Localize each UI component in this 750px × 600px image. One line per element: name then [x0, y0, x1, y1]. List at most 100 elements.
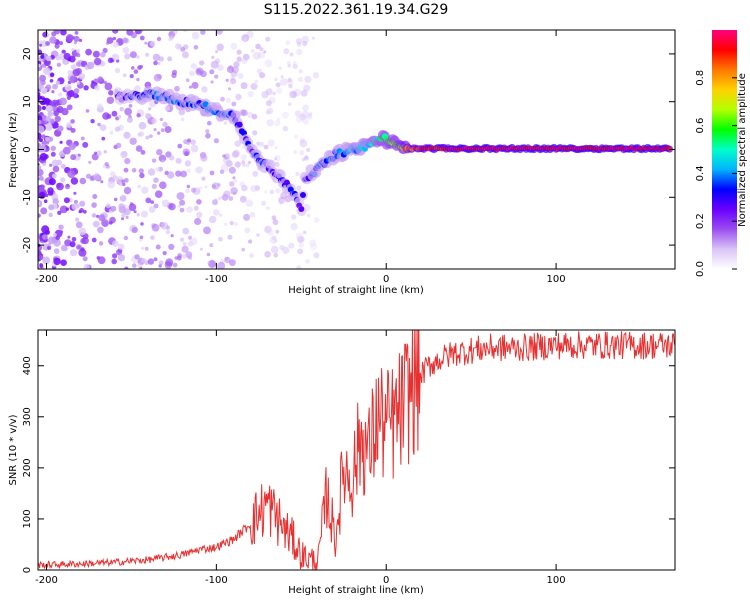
heatmap-noise-cell	[188, 235, 192, 240]
heatmap-noise-cell	[68, 143, 76, 150]
heatmap-noise-cell	[54, 115, 61, 123]
heatmap-noise-cell	[96, 214, 100, 218]
heatmap-noise-cell	[199, 186, 203, 190]
heatmap-noise-cell	[137, 132, 142, 137]
y-tick-label: -10	[22, 189, 33, 205]
heatmap-noise-cell	[236, 56, 242, 62]
heatmap-noise-cell	[264, 59, 273, 68]
heatmap-noise-cell	[112, 175, 118, 180]
heatmap-noise-cell	[38, 199, 43, 208]
heatmap-noise-cell	[73, 35, 80, 42]
heatmap-noise-cell	[157, 62, 161, 65]
heatmap-noise-cell	[166, 225, 171, 230]
heatmap-noise-cell	[43, 199, 48, 203]
heatmap-noise-cell	[117, 254, 126, 262]
heatmap-noise-cell	[82, 256, 88, 262]
heatmap-noise-cell	[97, 103, 103, 109]
heatmap-noise-cell	[190, 63, 197, 70]
heatmap-noise-cell	[167, 56, 173, 62]
heatmap-ridge-cell	[202, 101, 209, 108]
heatmap-noise-cell	[136, 113, 141, 118]
heatmap-noise-cell	[92, 194, 98, 199]
heatmap-noise-cell	[201, 176, 206, 181]
heatmap-noise-cell	[229, 259, 236, 267]
heatmap-noise-cell	[91, 80, 95, 84]
heatmap-noise-cell	[278, 196, 285, 204]
heatmap-noise-cell	[272, 219, 279, 226]
heatmap-noise-cell	[70, 127, 76, 133]
heatmap-noise-cell	[53, 30, 61, 35]
heatmap-noise-cell	[140, 222, 144, 226]
heatmap-noise-cell	[184, 151, 190, 157]
heatmap-noise-cell	[50, 145, 56, 151]
heatmap-noise-cell	[309, 239, 317, 247]
heatmap-noise-cell	[75, 221, 83, 229]
heatmap-noise-cell	[55, 55, 61, 61]
heatmap-noise-cell	[42, 234, 48, 240]
heatmap-noise-cell	[272, 91, 277, 96]
heatmap-noise-cell	[245, 163, 250, 168]
heatmap-noise-cell	[53, 257, 61, 266]
heatmap-noise-cell	[78, 248, 87, 257]
heatmap-noise-cell	[88, 160, 92, 164]
heatmap-noise-cell	[214, 198, 218, 202]
heatmap-noise-cell	[209, 170, 215, 176]
heatmap-noise-cell	[71, 237, 77, 242]
heatmap-noise-cell	[70, 64, 77, 70]
heatmap-noise-cell	[250, 185, 258, 192]
heatmap-noise-cell	[245, 199, 254, 208]
heatmap-noise-cell	[168, 243, 175, 250]
heatmap-noise-cell	[39, 153, 48, 161]
heatmap-noise-cell	[297, 76, 304, 82]
heatmap-noise-cell	[184, 160, 192, 167]
heatmap-noise-cell	[38, 132, 42, 140]
heatmap-noise-cell	[76, 245, 81, 250]
heatmap-noise-cell	[158, 264, 162, 268]
heatmap-noise-cell	[40, 207, 48, 215]
heatmap-noise-cell	[231, 101, 237, 107]
heatmap-noise-cell	[295, 38, 302, 45]
heatmap-noise-cell	[252, 130, 258, 136]
heatmap-noise-cell	[266, 107, 274, 115]
heatmap-noise-cell	[38, 191, 46, 199]
heatmap-noise-cell	[217, 64, 224, 71]
heatmap-noise-cell	[274, 154, 281, 162]
heatmap-noise-cell	[299, 113, 306, 121]
heatmap-noise-cell	[73, 191, 77, 195]
heatmap-noise-cell	[44, 136, 50, 142]
heatmap-noise-cell	[42, 256, 51, 265]
heatmap-noise-cell	[285, 40, 291, 46]
heatmap-noise-cell	[123, 235, 129, 241]
heatmap-noise-cell	[223, 190, 231, 198]
heatmap-noise-cell	[49, 79, 54, 83]
heatmap-noise-cell	[75, 61, 82, 67]
heatmap-noise-cell	[121, 213, 126, 218]
heatmap-noise-cell	[301, 110, 310, 119]
heatmap-noise-cell	[156, 36, 162, 42]
y-tick-label: 100	[22, 509, 33, 528]
heatmap-noise-cell	[312, 72, 320, 79]
heatmap-noise-cell	[281, 111, 289, 119]
x-tick-label: -100	[205, 575, 228, 586]
snr-x-ticks: -200 -100 0 100	[35, 330, 566, 586]
heatmap-noise-cell	[265, 110, 270, 115]
heatmap-noise-cell	[38, 63, 41, 68]
heatmap-noise-cell	[99, 124, 107, 131]
heatmap-noise-cell	[168, 203, 176, 211]
heatmap-noise-cell	[128, 203, 137, 212]
y-tick-label: 0	[22, 567, 33, 573]
heatmap-noise-cell	[204, 185, 208, 189]
heatmap-noise-cell	[195, 166, 203, 174]
heatmap-noise-cell	[109, 130, 114, 135]
heatmap-noise-cell	[298, 236, 305, 243]
heatmap-noise-cell	[139, 238, 143, 242]
heatmap-noise-cell	[57, 92, 63, 97]
heatmap-noise-cell	[64, 239, 72, 247]
heatmap-noise-cell	[60, 30, 67, 36]
heatmap-noise-cell	[75, 68, 82, 75]
heatmap-noise-cell	[38, 213, 41, 218]
heatmap-noise-cell	[243, 213, 251, 221]
heatmap-noise-cell	[172, 30, 178, 35]
heatmap-noise-cell	[297, 248, 304, 255]
heatmap-noise-cell	[274, 146, 278, 149]
